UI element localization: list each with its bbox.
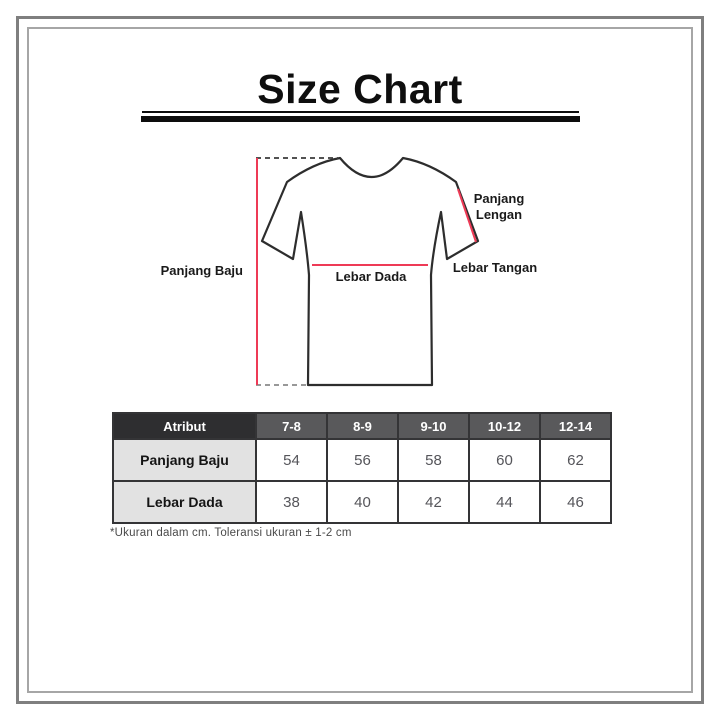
tshirt-illustration <box>256 156 480 387</box>
table-cell: 44 <box>468 480 541 524</box>
table-cell: 56 <box>326 438 399 482</box>
title-divider-thick <box>141 116 580 122</box>
table-row-shirt-length: Panjang Baju 54 56 58 60 62 <box>112 438 612 482</box>
label-sleeve-width: Lebar Tangan <box>452 260 538 275</box>
table-cell: 46 <box>539 480 612 524</box>
table-cell: 58 <box>397 438 470 482</box>
label-shirt-length: Panjang Baju <box>160 263 243 278</box>
tshirt-measurement-diagram: Panjang Baju Lebar Dada Panjang Lengan L… <box>150 145 570 405</box>
table-header-size-4: 10-12 <box>468 412 541 440</box>
table-header-size-1: 7-8 <box>255 412 328 440</box>
row-label-shirt-length: Panjang Baju <box>112 438 257 482</box>
table-cell: 62 <box>539 438 612 482</box>
table-row-chest-width: Lebar Dada 38 40 42 44 46 <box>112 480 612 524</box>
table-cell: 38 <box>255 480 328 524</box>
label-chest-width: Lebar Dada <box>335 269 407 284</box>
inner-frame-border <box>27 27 693 693</box>
tshirt-outline <box>260 156 480 387</box>
row-label-chest-width: Lebar Dada <box>112 480 257 524</box>
outer-frame-border <box>16 16 704 704</box>
title-divider-thin <box>142 111 579 113</box>
size-table: Atribut 7-8 8-9 9-10 10-12 12-14 Panjang… <box>112 412 612 524</box>
table-cell: 60 <box>468 438 541 482</box>
table-header-row: Atribut 7-8 8-9 9-10 10-12 12-14 <box>112 412 612 440</box>
table-cell: 54 <box>255 438 328 482</box>
sleeve-length-measure-line <box>457 188 477 243</box>
label-sleeve-length: Panjang Lengan <box>473 191 525 222</box>
table-header-size-2: 8-9 <box>326 412 399 440</box>
table-header-size-5: 12-14 <box>539 412 612 440</box>
table-cell: 42 <box>397 480 470 524</box>
table-header-atribut: Atribut <box>112 412 257 440</box>
measurement-footnote: *Ukuran dalam cm. Toleransi ukuran ± 1-2… <box>110 527 352 539</box>
table-header-size-3: 9-10 <box>397 412 470 440</box>
page-title: Size Chart <box>257 66 463 112</box>
table-cell: 40 <box>326 480 399 524</box>
